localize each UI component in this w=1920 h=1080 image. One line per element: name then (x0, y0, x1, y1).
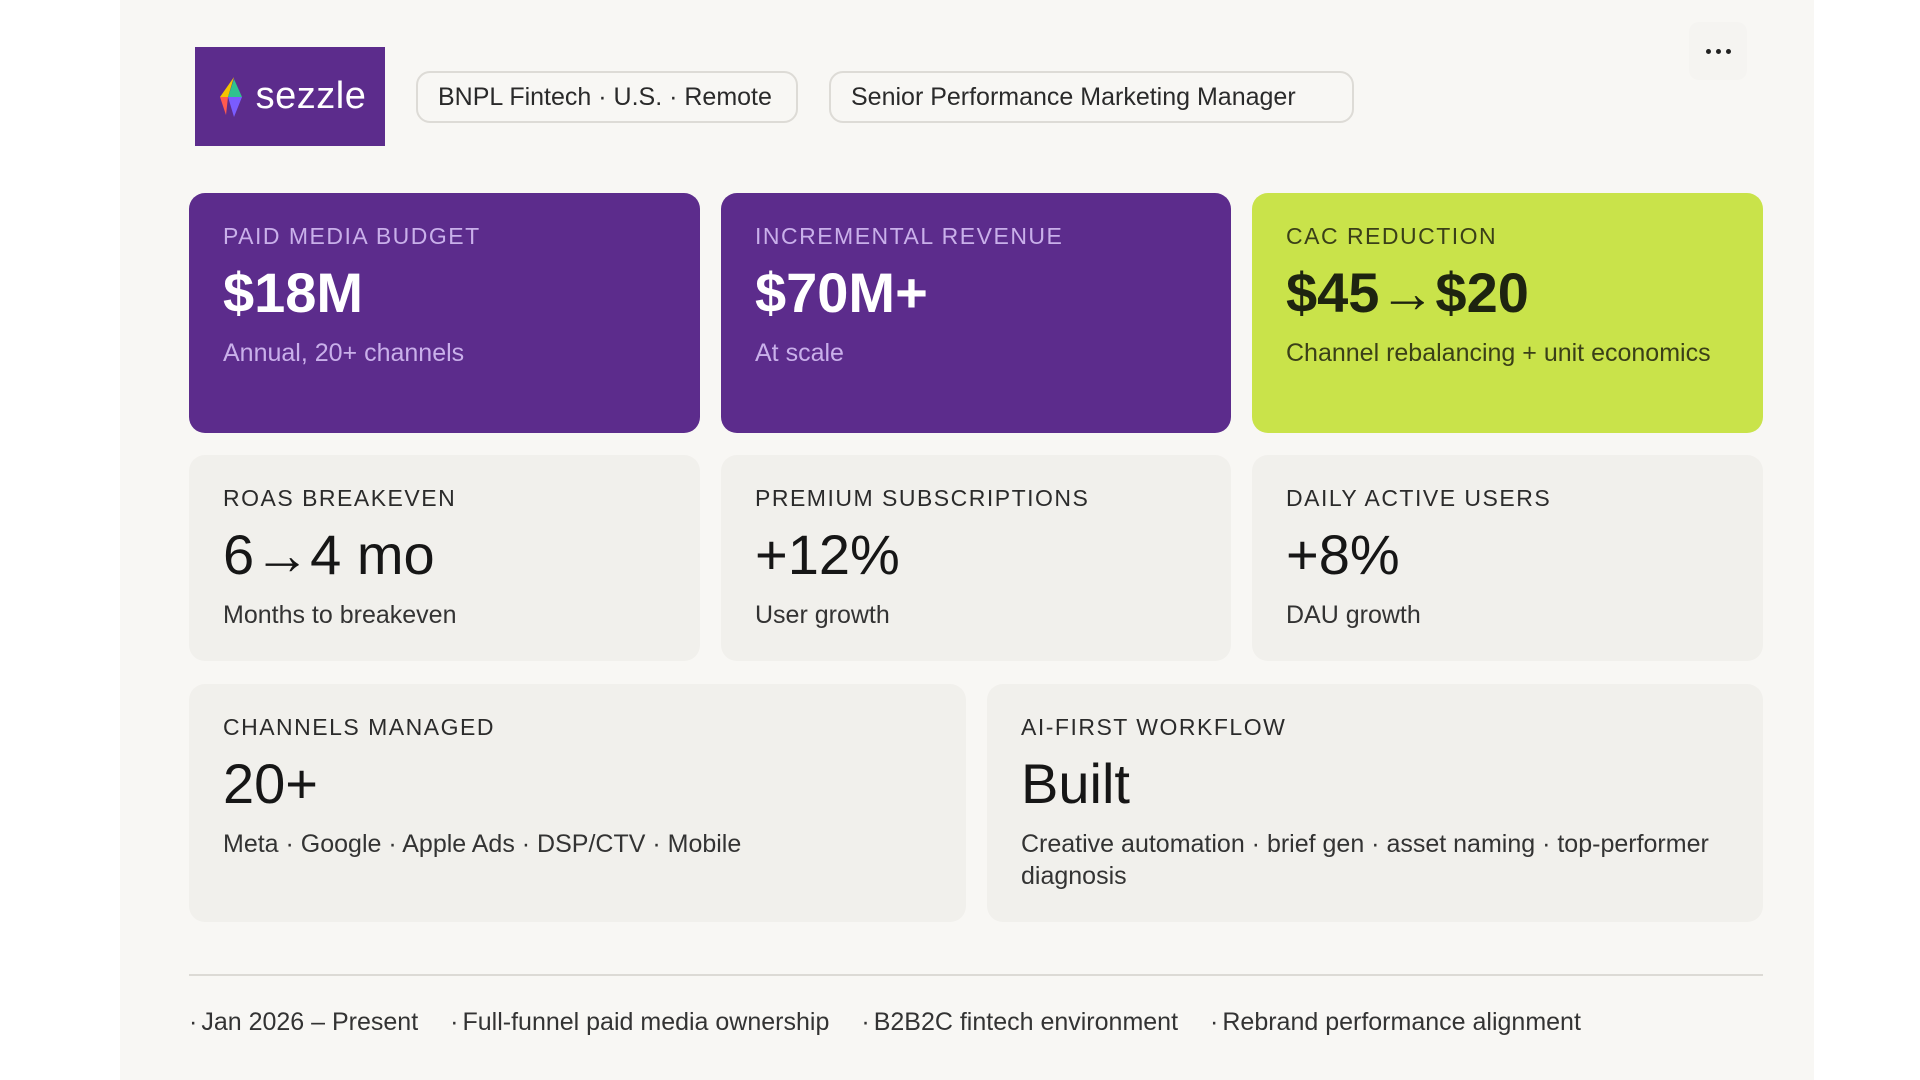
metric-label: PAID MEDIA BUDGET (223, 223, 481, 249)
footer-item-ownership: Full-funnel paid media ownership (450, 1008, 829, 1037)
metric-card-channels-managed: CHANNELS MANAGED 20+ Meta · Google · App… (189, 684, 966, 922)
metric-subtext: Creative automation · brief gen · asset … (1021, 829, 1709, 891)
metric-subtext: Months to breakeven (223, 600, 457, 629)
metric-label: CAC REDUCTION (1286, 223, 1498, 249)
metric-label: INCREMENTAL REVENUE (755, 223, 1064, 249)
metric-card-premium-subscriptions: PREMIUM SUBSCRIPTIONS +12% User growth (721, 455, 1231, 661)
metric-value: +12% (755, 523, 900, 586)
metric-subtext: Channel rebalancing + unit economics (1286, 338, 1711, 367)
metric-label: CHANNELS MANAGED (223, 714, 495, 740)
metric-card-ai-first-workflow: AI-FIRST WORKFLOW Built Creative automat… (987, 684, 1763, 922)
metric-label: ROAS BREAKEVEN (223, 485, 457, 511)
metric-card-daily-active-users: DAILY ACTIVE USERS +8% DAU growth (1252, 455, 1763, 661)
metric-label: AI-FIRST WORKFLOW (1021, 714, 1287, 740)
metric-subtext: Annual, 20+ channels (223, 338, 465, 367)
footer-item-rebrand: Rebrand performance alignment (1210, 1008, 1581, 1037)
metric-value: $18M (223, 261, 364, 324)
more-horizontal-icon-dot (1715, 48, 1721, 54)
metric-card-cac-reduction: CAC REDUCTION $45→$20 Channel rebalancin… (1252, 193, 1763, 433)
more-options-button[interactable] (1689, 22, 1747, 80)
footer-item-environment: B2B2C fintech environment (861, 1008, 1178, 1037)
metric-card-roas-breakeven: ROAS BREAKEVEN 6→4 mo Months to breakeve… (189, 455, 700, 661)
footer-item-dates: Jan 2026 – Present (189, 1008, 418, 1037)
role-pill: Senior Performance Marketing Manager (829, 71, 1354, 123)
metric-card-incremental-revenue: INCREMENTAL REVENUE $70M+ At scale (721, 193, 1231, 433)
metric-value: +8% (1286, 523, 1400, 586)
metric-label: PREMIUM SUBSCRIPTIONS (755, 485, 1090, 511)
footer-divider (189, 974, 1763, 976)
metric-value: Built (1021, 752, 1130, 815)
footer-meta: Jan 2026 – Present Full-funnel paid medi… (189, 1008, 1763, 1037)
metric-value: $70M+ (755, 261, 928, 324)
company-logo: sezzle (195, 47, 385, 146)
metric-subtext: At scale (755, 338, 844, 367)
metric-value: $45→$20 (1286, 261, 1529, 324)
metric-value: 20+ (223, 752, 318, 815)
metric-subtext: User growth (755, 600, 890, 629)
location-pill: BNPL Fintech · U.S. · Remote (416, 71, 798, 123)
sezzle-logo-icon (219, 76, 242, 117)
metric-label: DAILY ACTIVE USERS (1286, 485, 1552, 511)
more-horizontal-icon-dot (1725, 48, 1731, 54)
metric-value: 6→4 mo (223, 523, 435, 586)
logo-text: sezzle (255, 75, 367, 117)
metric-subtext: DAU growth (1286, 600, 1421, 629)
metric-card-paid-media-budget: PAID MEDIA BUDGET $18M Annual, 20+ chann… (189, 193, 700, 433)
metric-subtext: Meta · Google · Apple Ads · DSP/CTV · Mo… (223, 829, 742, 858)
more-horizontal-icon (1705, 48, 1711, 54)
